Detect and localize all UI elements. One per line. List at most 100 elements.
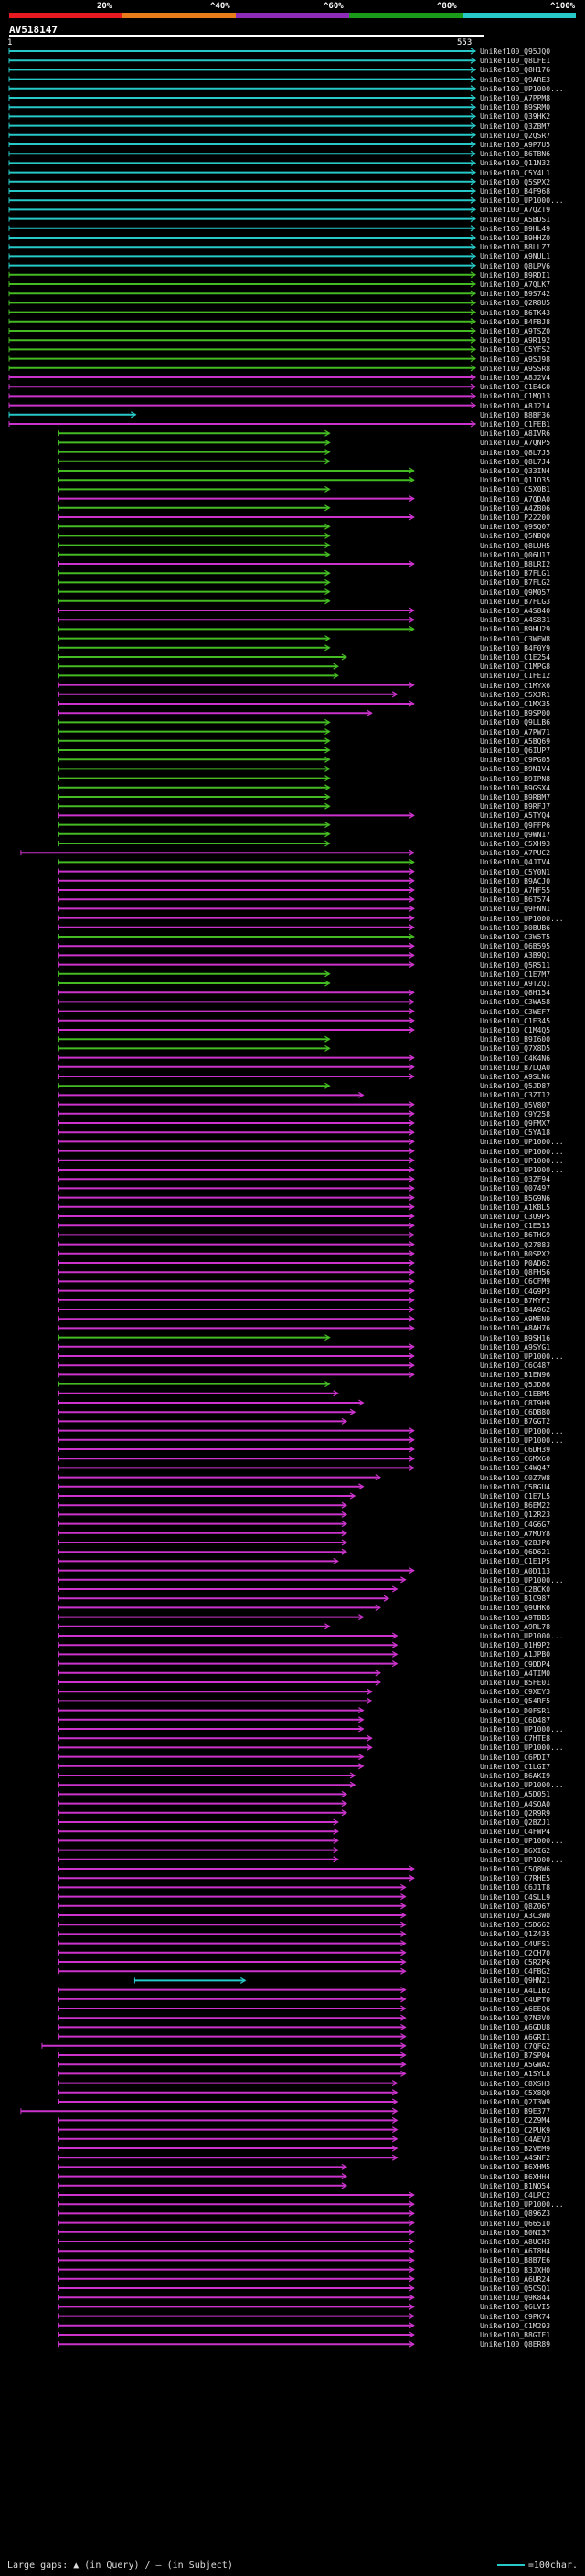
hit-label[interactable]: UniRef100_UP1000...: [480, 1166, 564, 1174]
hit-label[interactable]: UniRef100_Q12R23: [480, 1511, 551, 1520]
hit-label[interactable]: UniRef100_UP1000...: [480, 1138, 564, 1147]
hit-label[interactable]: UniRef100_Q54RF5: [480, 1697, 551, 1706]
hit-label[interactable]: UniRef100_UP1000...: [480, 1837, 564, 1846]
hit-label[interactable]: UniRef100_C4WQ47: [480, 1464, 551, 1473]
hit-label[interactable]: UniRef100_B1EN96: [480, 1371, 551, 1380]
hit-label[interactable]: UniRef100_C4UPT0: [480, 1995, 551, 2004]
hit-label[interactable]: UniRef100_B0NI37: [480, 2228, 551, 2237]
hit-label[interactable]: UniRef100_UP1000...: [480, 1352, 564, 1361]
hit-label[interactable]: UniRef100_C9Y258: [480, 1109, 551, 1118]
hit-label[interactable]: UniRef100_C6D487: [480, 1715, 551, 1724]
hit-label[interactable]: UniRef100_A8UCH3: [480, 2238, 551, 2246]
hit-label[interactable]: UniRef100_B7SP04: [480, 2051, 551, 2060]
hit-label[interactable]: UniRef100_A9SLN6: [480, 1073, 551, 1081]
hit-label[interactable]: UniRef100_B9SP00: [480, 709, 551, 718]
hit-label[interactable]: UniRef100_Q9HN21: [480, 1977, 551, 1986]
hit-label[interactable]: UniRef100_A5BQ69: [480, 737, 551, 746]
hit-label[interactable]: UniRef100_Q3ZF94: [480, 1175, 551, 1184]
hit-label[interactable]: UniRef100_B9RBM7: [480, 793, 551, 801]
hit-label[interactable]: UniRef100_B6TBN6: [480, 150, 551, 159]
hit-label[interactable]: UniRef100_Q7X8D5: [480, 1044, 551, 1054]
hit-label[interactable]: UniRef100_B6XHH4: [480, 2172, 551, 2181]
hit-label[interactable]: UniRef100_C3ZT12: [480, 1091, 551, 1100]
hit-label[interactable]: UniRef100_Q9LLB6: [480, 718, 551, 727]
hit-label[interactable]: UniRef100_A7QLK7: [480, 281, 551, 289]
hit-label[interactable]: UniRef100_B6TK43: [480, 308, 551, 317]
hit-label[interactable]: UniRef100_UP1000...: [480, 1781, 564, 1790]
hit-label[interactable]: UniRef100_Q896Z3: [480, 2210, 551, 2219]
hit-label[interactable]: UniRef100_B9HU29: [480, 625, 551, 634]
hit-label[interactable]: UniRef100_C5XH93: [480, 840, 551, 848]
hit-label[interactable]: UniRef100_A9TBB5: [480, 1613, 551, 1622]
hit-label[interactable]: UniRef100_Q9FNN1: [480, 905, 551, 914]
hit-label[interactable]: UniRef100_B8LRI2: [480, 560, 551, 568]
hit-label[interactable]: UniRef100_Q07497: [480, 1184, 551, 1193]
hit-label[interactable]: UniRef100_C5D662: [480, 1921, 551, 1930]
hit-label[interactable]: UniRef100_C5Y4L1: [480, 168, 551, 177]
hit-label[interactable]: UniRef100_A4L1B2: [480, 1986, 551, 1995]
hit-label[interactable]: UniRef100_A1JPB0: [480, 1650, 551, 1659]
hit-label[interactable]: UniRef100_C1MQ13: [480, 392, 551, 401]
hit-label[interactable]: UniRef100_Q8LFE1: [480, 57, 551, 66]
hit-label[interactable]: UniRef100_C5X0B1: [480, 485, 551, 494]
hit-label[interactable]: UniRef100_C3W5T5: [480, 933, 551, 941]
hit-label[interactable]: UniRef100_A9SSR8: [480, 364, 551, 373]
hit-label[interactable]: UniRef100_C1MYX6: [480, 681, 551, 690]
hit-label[interactable]: UniRef100_C1M4Q5: [480, 1026, 551, 1034]
hit-label[interactable]: UniRef100_A1SYL8: [480, 2070, 551, 2079]
hit-label[interactable]: UniRef100_UP1000...: [480, 84, 564, 93]
hit-label[interactable]: UniRef100_C5Y0N1: [480, 867, 551, 876]
hit-label[interactable]: UniRef100_Q2R9R9: [480, 1808, 551, 1818]
hit-label[interactable]: UniRef100_Q9SQ07: [480, 523, 551, 532]
hit-label[interactable]: UniRef100_A8J2V4: [480, 374, 551, 382]
hit-label[interactable]: UniRef100_C4FWP4: [480, 1828, 551, 1837]
hit-label[interactable]: UniRef100_Q2T3W9: [480, 2098, 551, 2106]
hit-label[interactable]: UniRef100_A5BDS1: [480, 215, 551, 224]
hit-label[interactable]: UniRef100_A4SNF2: [480, 2154, 551, 2163]
hit-label[interactable]: UniRef100_Q9ARE3: [480, 75, 551, 84]
hit-label[interactable]: UniRef100_Q1Z435: [480, 1930, 551, 1939]
hit-label[interactable]: UniRef100_A3C3W0: [480, 1912, 551, 1920]
hit-label[interactable]: UniRef100_Q2QSR7: [480, 131, 551, 140]
hit-label[interactable]: UniRef100_Q5SPX2: [480, 177, 551, 186]
hit-label[interactable]: UniRef100_Q06U17: [480, 550, 551, 559]
hit-label[interactable]: UniRef100_UP1000...: [480, 1156, 564, 1165]
hit-label[interactable]: UniRef100_B8B7E6: [480, 2256, 551, 2265]
hit-label[interactable]: UniRef100_C6CFM9: [480, 1277, 551, 1287]
hit-label[interactable]: UniRef100_C7HTE8: [480, 1734, 551, 1744]
hit-label[interactable]: UniRef100_C0Z7W8: [480, 1473, 551, 1482]
hit-label[interactable]: UniRef100_Q6D621: [480, 1548, 551, 1557]
hit-label[interactable]: UniRef100_B9SRM0: [480, 103, 551, 112]
hit-label[interactable]: UniRef100_B9E377: [480, 2107, 551, 2116]
hit-label[interactable]: UniRef100_Q8LUH5: [480, 541, 551, 550]
hit-label[interactable]: UniRef100_C2PUK9: [480, 2125, 551, 2135]
hit-label[interactable]: UniRef100_C7RHE5: [480, 1874, 551, 1883]
hit-label[interactable]: UniRef100_A9TSZ0: [480, 327, 551, 335]
hit-label[interactable]: UniRef100_Q6B595: [480, 942, 551, 951]
hit-label[interactable]: UniRef100_Q8L7J5: [480, 448, 551, 457]
hit-label[interactable]: UniRef100_Q7N3V0: [480, 2014, 551, 2023]
hit-label[interactable]: UniRef100_B8GIF1: [480, 2331, 551, 2339]
hit-label[interactable]: UniRef100_A9MEN9: [480, 1315, 551, 1324]
hit-label[interactable]: UniRef100_C8T9H9: [480, 1399, 551, 1407]
hit-label[interactable]: UniRef100_Q66510: [480, 2219, 551, 2228]
hit-label[interactable]: UniRef100_A6T8H4: [480, 2247, 551, 2256]
hit-label[interactable]: UniRef100_Q5JD87: [480, 1082, 551, 1091]
hit-label[interactable]: UniRef100_B7FLG2: [480, 578, 551, 588]
hit-label[interactable]: UniRef100_Q9WN17: [480, 830, 551, 839]
hit-label[interactable]: UniRef100_A6GRI1: [480, 2032, 551, 2041]
hit-label[interactable]: UniRef100_A4S831: [480, 616, 551, 625]
hit-label[interactable]: UniRef100_Q6IUP7: [480, 747, 551, 755]
hit-label[interactable]: UniRef100_B1NQ54: [480, 2181, 551, 2190]
hit-label[interactable]: UniRef100_A7HF55: [480, 886, 551, 895]
hit-label[interactable]: UniRef100_B5G9N6: [480, 1193, 551, 1203]
hit-label[interactable]: UniRef100_C5Q8W6: [480, 1865, 551, 1873]
hit-label[interactable]: UniRef100_Q2BZJ1: [480, 1818, 551, 1827]
hit-label[interactable]: UniRef100_C2Z9M4: [480, 2116, 551, 2125]
hit-label[interactable]: UniRef100_B2VEM9: [480, 2145, 551, 2153]
hit-label[interactable]: UniRef100_A4ZB06: [480, 504, 551, 513]
hit-label[interactable]: UniRef100_C9PK74: [480, 2312, 551, 2321]
hit-label[interactable]: UniRef100_Q9UHK6: [480, 1604, 551, 1613]
hit-label[interactable]: UniRef100_Q5R511: [480, 960, 551, 970]
hit-label[interactable]: UniRef100_A6GDU8: [480, 2023, 551, 2032]
